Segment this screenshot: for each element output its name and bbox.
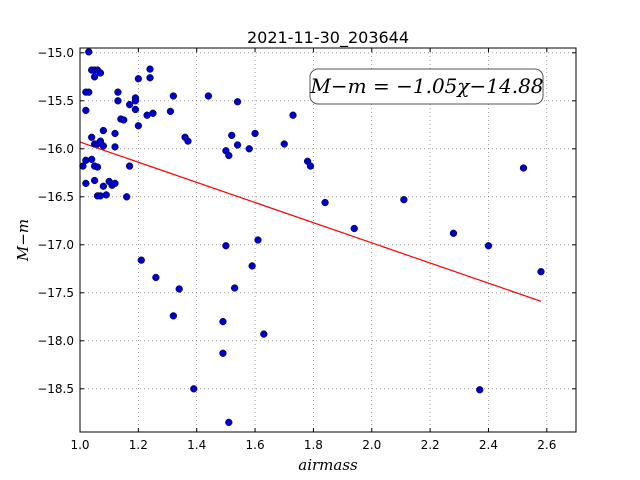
data-point (321, 198, 329, 207)
data-point (400, 196, 408, 204)
data-point (204, 92, 213, 100)
y-tick-label: −15.5 (37, 94, 74, 108)
data-point (245, 145, 253, 153)
data-point (131, 97, 140, 105)
data-point (79, 162, 87, 170)
data-point (222, 242, 230, 250)
data-point (99, 126, 107, 135)
y-tick-label: −16.0 (37, 142, 74, 156)
fit-annotation-text: M−m = −1.05χ−14.88 (309, 74, 543, 98)
data-point (248, 262, 256, 270)
data-point (190, 385, 198, 393)
data-point (114, 97, 122, 105)
chart-title: 2021-11-30_203644 (247, 28, 409, 48)
data-point (280, 140, 288, 148)
data-point (137, 256, 145, 264)
x-tick-label: 1.6 (246, 438, 265, 452)
data-point (82, 106, 90, 115)
points-layer (79, 48, 545, 427)
data-point (125, 162, 134, 170)
data-point (219, 349, 227, 357)
data-point (228, 131, 236, 140)
data-point (219, 317, 227, 326)
data-point (146, 74, 154, 82)
data-point (225, 418, 233, 427)
data-point (99, 182, 107, 190)
data-point (289, 111, 297, 119)
data-point (82, 179, 90, 188)
data-point (166, 107, 175, 116)
data-point (123, 193, 131, 201)
data-point (131, 105, 140, 114)
data-point (306, 162, 315, 170)
x-tick-label: 2.2 (421, 438, 440, 452)
data-point (96, 69, 105, 77)
data-point (120, 116, 128, 124)
x-tick-label: 1.0 (70, 438, 89, 452)
data-point (90, 73, 99, 81)
data-point (125, 100, 134, 109)
y-tick-label: −18.5 (37, 382, 74, 396)
data-point (85, 88, 93, 96)
data-point (230, 284, 239, 292)
y-tick-label: −16.5 (37, 190, 74, 204)
data-point (146, 65, 154, 73)
data-point (449, 229, 458, 237)
data-point (233, 141, 242, 149)
data-point (111, 179, 119, 188)
data-point (88, 133, 96, 141)
data-point (114, 88, 122, 96)
data-point (134, 75, 143, 83)
y-tick-label: −15.0 (37, 46, 74, 60)
data-point (251, 129, 259, 138)
data-point (476, 386, 484, 394)
data-point (111, 129, 119, 138)
data-point (260, 330, 268, 338)
x-tick-label: 2.4 (479, 438, 498, 452)
x-tick-label: 2.6 (537, 438, 556, 452)
data-point (149, 109, 157, 117)
data-point (233, 98, 242, 106)
data-point (350, 224, 358, 233)
y-tick-label: −18.0 (37, 334, 74, 348)
y-axis-title: M−m (14, 219, 32, 262)
tick-layer: 1.0 1.2 1.4 1.6 1.8 2.0 2.2 2.4 2.6 −15.0 −15.5 −16… (37, 46, 576, 452)
data-point (152, 273, 160, 282)
x-tick-label: 2.0 (362, 438, 381, 452)
fit-annotation: M−m = −1.05χ−14.88 (309, 68, 544, 105)
data-point (519, 164, 528, 172)
data-point (99, 142, 107, 150)
fit-layer (79, 141, 542, 302)
data-point (169, 92, 178, 100)
plot-frame (79, 47, 577, 433)
data-point (184, 137, 192, 145)
y-tick-label: −17.5 (37, 286, 74, 300)
data-point (93, 163, 102, 171)
data-point (225, 151, 233, 160)
data-point (134, 122, 143, 130)
x-tick-label: 1.8 (304, 438, 323, 452)
data-point (82, 156, 90, 164)
x-axis-title: airmass (298, 456, 358, 474)
data-point (169, 312, 178, 320)
data-point (102, 191, 110, 199)
fit-line (79, 141, 542, 302)
data-point (111, 143, 119, 151)
x-tick-label: 1.2 (129, 438, 148, 452)
data-point (90, 176, 99, 185)
data-point (254, 236, 262, 244)
x-tick-label: 1.4 (187, 438, 206, 452)
fit-annotation-box (309, 68, 544, 105)
data-point (175, 285, 183, 293)
data-point (85, 48, 93, 56)
data-point (537, 268, 545, 276)
data-point (484, 242, 493, 250)
y-tick-label: −17.0 (37, 238, 74, 252)
